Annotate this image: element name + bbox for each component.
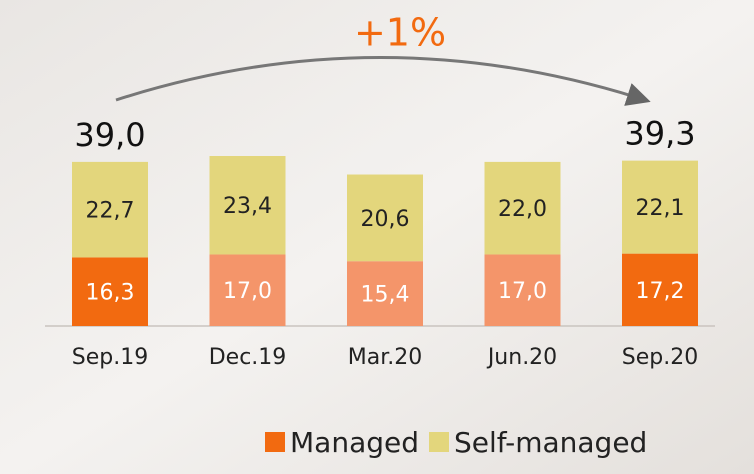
x-tick-label: Sep.20 xyxy=(622,345,698,370)
x-tick-label: Mar.20 xyxy=(348,345,422,370)
value-label: 15,4 xyxy=(361,283,410,308)
legend-swatch xyxy=(265,432,285,452)
total-label: 39,0 xyxy=(74,116,145,154)
total-label: 39,3 xyxy=(624,115,695,153)
legend-swatch xyxy=(429,432,449,452)
value-label: 22,1 xyxy=(636,196,685,221)
x-tick-label: Dec.19 xyxy=(209,345,287,370)
value-label: 17,2 xyxy=(636,279,685,304)
value-label: 23,4 xyxy=(223,194,272,219)
chart: +1% 16,3 22,7 39,0 Sep.19 17,0 23,4 Dec.19 15,4… xyxy=(0,0,754,474)
value-label: 17,0 xyxy=(498,279,547,304)
value-label: 22,7 xyxy=(86,199,135,224)
value-label: 17,0 xyxy=(223,279,272,304)
value-label: 22,0 xyxy=(498,197,547,222)
x-tick-label: Jun.20 xyxy=(486,345,557,370)
legend-label: Self-managed xyxy=(454,426,647,459)
value-label: 16,3 xyxy=(86,281,135,306)
x-tick-label: Sep.19 xyxy=(72,345,148,370)
page: {"chart_data": {"type": "bar", "stacked"… xyxy=(0,0,754,474)
legend-label: Managed xyxy=(290,426,419,459)
value-label: 20,6 xyxy=(361,207,410,232)
annotation: +1% xyxy=(354,11,446,55)
